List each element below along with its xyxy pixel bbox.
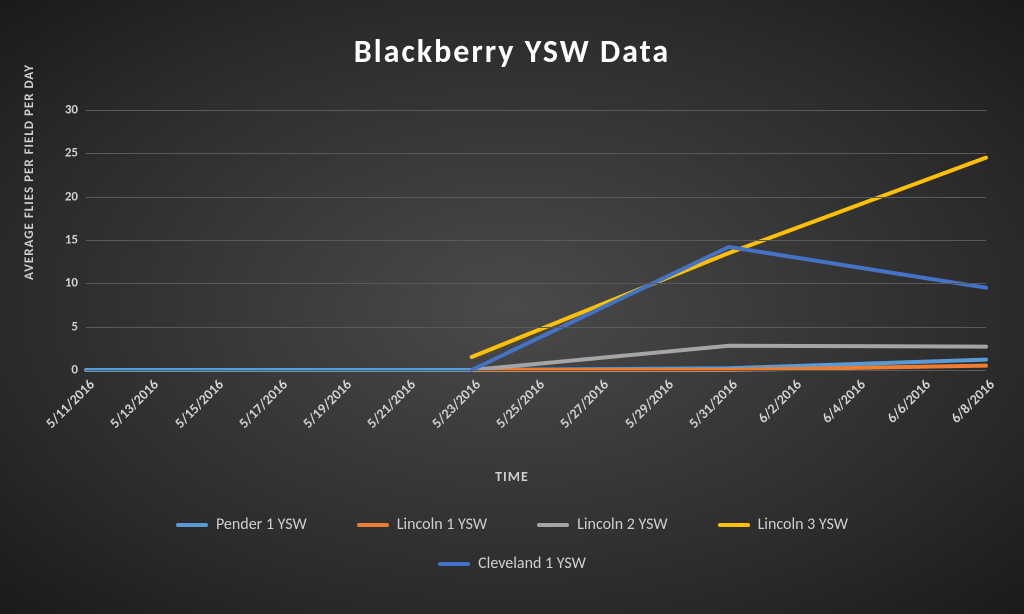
legend-item: Pender 1 YSW	[176, 515, 307, 534]
x-tick-label: 5/31/2016	[685, 376, 741, 432]
legend-item: Lincoln 2 YSW	[537, 515, 667, 534]
gridline	[86, 153, 986, 154]
gridline	[86, 110, 986, 111]
x-tick-label: 5/23/2016	[428, 376, 484, 432]
gridline	[86, 327, 986, 328]
x-tick-label: 6/6/2016	[883, 376, 934, 427]
legend: Pender 1 YSW Lincoln 1 YSW Lincoln 2 YSW Li…	[0, 515, 1024, 573]
legend-label: Cleveland 1 YSW	[478, 554, 586, 573]
x-tick-label: 6/8/2016	[947, 376, 998, 427]
x-tick-label: 5/19/2016	[300, 376, 356, 432]
x-tick-label: 6/2/2016	[755, 376, 806, 427]
y-tick-label: 5	[71, 319, 78, 334]
gridline	[86, 240, 986, 241]
x-tick-label: 5/25/2016	[492, 376, 548, 432]
y-tick-label: 15	[65, 233, 78, 248]
legend-item: Lincoln 3 YSW	[718, 515, 848, 534]
x-tick-label: 5/13/2016	[107, 376, 163, 432]
y-tick-label: 30	[65, 103, 78, 118]
gridline	[86, 197, 986, 198]
y-tick-label: 20	[65, 189, 78, 204]
legend-label: Lincoln 3 YSW	[758, 515, 848, 534]
legend-swatch	[718, 523, 750, 527]
x-tick-label: 5/27/2016	[557, 376, 613, 432]
x-tick-label: 6/4/2016	[819, 376, 870, 427]
series-line	[472, 247, 986, 370]
y-tick-label: 0	[71, 363, 78, 378]
chart-title: Blackberry YSW Data	[0, 0, 1024, 71]
legend-swatch	[357, 523, 389, 527]
legend-swatch	[438, 562, 470, 566]
x-tick-label: 5/17/2016	[235, 376, 291, 432]
gridline	[86, 370, 986, 371]
y-tick-label: 10	[65, 276, 78, 291]
x-tick-label: 5/21/2016	[364, 376, 420, 432]
legend-item: Cleveland 1 YSW	[438, 554, 586, 573]
y-tick-label: 25	[65, 146, 78, 161]
legend-swatch	[537, 523, 569, 527]
gridline	[86, 283, 986, 284]
legend-swatch	[176, 523, 208, 527]
y-axis-label: AVERAGE FLIES PER FIELD PER DAY	[22, 64, 37, 280]
x-tick-label: 5/15/2016	[171, 376, 227, 432]
legend-label: Lincoln 1 YSW	[397, 515, 487, 534]
x-tick-label: 5/29/2016	[621, 376, 677, 432]
legend-item: Lincoln 1 YSW	[357, 515, 487, 534]
chart-container: Blackberry YSW Data AVERAGE FLIES PER FI…	[0, 0, 1024, 614]
x-tick-label: 5/11/2016	[42, 376, 98, 432]
legend-label: Lincoln 2 YSW	[577, 515, 667, 534]
plot-area: 0510152025305/11/20165/13/20165/15/20165…	[86, 110, 986, 370]
x-axis-label: TIME	[0, 468, 1024, 485]
legend-label: Pender 1 YSW	[216, 515, 307, 534]
